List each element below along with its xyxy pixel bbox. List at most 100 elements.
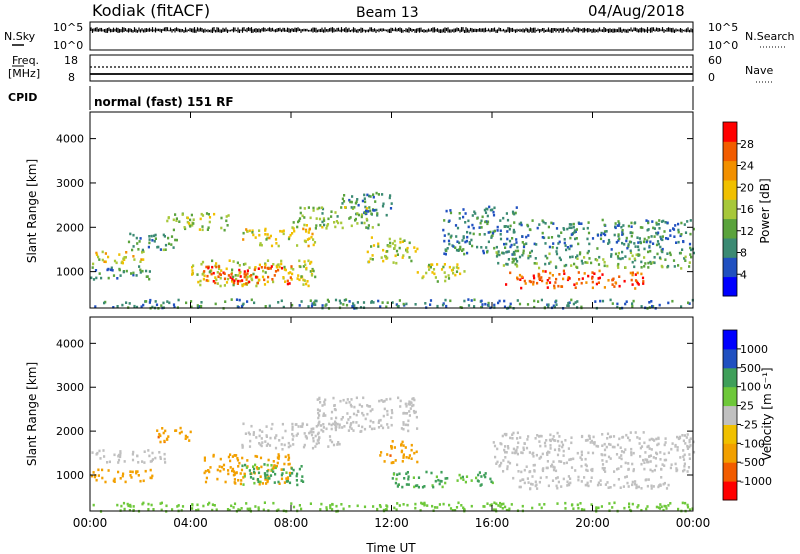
range-cell [515,238,518,241]
range-cell [598,276,601,280]
range-cell [320,502,323,506]
range-cell [623,506,626,510]
range-cell [609,457,612,460]
range-cell [232,473,235,477]
range-cell [485,246,488,249]
range-cell [566,246,569,249]
range-cell [575,282,578,285]
range-cell [276,461,279,465]
range-cell [612,277,615,281]
range-cell [163,235,166,238]
range-cell [215,262,218,265]
range-cell [317,416,320,420]
range-cell [667,483,670,487]
range-cell [516,463,519,467]
range-cell [675,241,678,244]
range-cell [596,234,600,237]
range-cell [345,401,348,405]
range-cell [534,480,537,484]
range-cell [119,451,122,455]
range-cell [275,434,278,437]
range-cell [487,304,490,307]
range-cell [590,503,593,506]
range-cell [285,477,288,480]
range-cell [225,267,228,271]
range-cell [402,302,405,306]
range-cell [627,243,630,246]
range-cell [433,506,437,509]
range-cell [555,277,558,281]
range-cell [561,443,565,447]
range-cell [126,502,129,506]
range-cell [402,411,405,415]
range-cell [282,229,285,233]
range-cell [665,487,669,490]
range-cell [486,214,489,218]
range-cell [363,505,367,509]
range-cell [519,278,522,281]
range-cell [112,479,115,483]
range-cell [680,267,683,270]
range-cell [617,234,620,238]
range-cell [128,302,131,305]
range-cell [686,220,689,223]
range-cell [413,485,416,489]
range-cell [538,480,541,484]
range-cell [647,236,650,239]
range-cell [488,205,491,209]
range-cell [442,265,445,269]
range-cell [215,508,218,511]
range-cell [569,236,572,240]
range-cell [335,220,338,223]
range-cell [620,454,623,457]
range-cell [611,283,614,286]
range-cell [592,441,595,444]
colorbar-tick-label: 8 [740,247,747,260]
range-cell [241,443,244,447]
range-cell [315,217,318,220]
range-cell [628,508,632,512]
range-cell [334,298,338,302]
range-cell [322,412,325,415]
range-cell [319,224,322,227]
range-cell [352,412,356,416]
range-cell [238,272,241,275]
range-cell [649,454,652,457]
range-cell [357,424,360,427]
range-cell [322,217,325,220]
range-cell [247,507,250,511]
range-cell [216,468,219,472]
range-cell [128,509,131,512]
range-cell [657,242,660,246]
range-cell [642,282,645,285]
range-cell [631,483,634,487]
range-cell [621,257,624,260]
range-cell [480,299,483,303]
range-cell [511,437,514,440]
range-cell [511,261,514,264]
range-cell [132,450,135,454]
range-cell [257,471,261,475]
range-cell [645,240,648,244]
range-cell [455,270,459,273]
range-cell [681,501,684,505]
range-cell [251,231,254,234]
range-cell [151,474,154,478]
range-cell [401,256,404,259]
range-cell [673,235,676,238]
range-cell [342,200,346,203]
beam-title: Beam 13 [356,5,419,21]
range-cell [415,450,418,454]
range-cell [339,399,342,403]
range-cell [368,206,371,209]
range-cell [219,276,222,280]
range-cell [201,228,204,232]
range-cell [506,465,509,468]
range-cell [319,424,323,427]
range-cell [549,433,552,437]
range-cell [159,457,162,460]
range-cell [689,219,692,222]
range-cell [263,463,266,466]
range-cell [298,467,301,471]
range-cell [419,509,422,512]
